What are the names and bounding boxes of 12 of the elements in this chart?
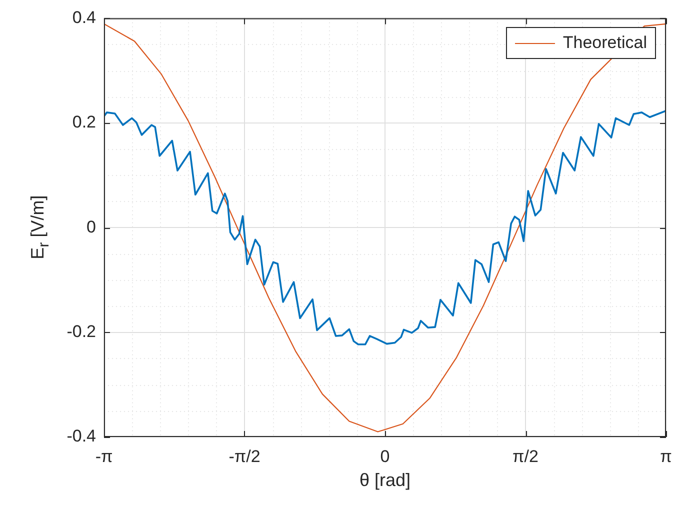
x-tick-label: π/2 [512, 446, 538, 466]
y-tick-label: 0 [86, 217, 96, 236]
legend-label: Theoretical [562, 32, 647, 54]
x-tick-label: -π [95, 446, 113, 466]
x-tick-label: -π/2 [228, 446, 260, 466]
x-axis-title: θ [rad] [358, 470, 412, 491]
y-tick-label: 0.4 [72, 8, 96, 27]
y-tick-label: -0.4 [66, 426, 96, 446]
y-tick-label: 0.2 [72, 112, 96, 132]
x-tick-label: 0 [380, 446, 390, 466]
y-tick-label: -0.2 [66, 322, 96, 341]
x-tick-label: π [660, 446, 672, 466]
